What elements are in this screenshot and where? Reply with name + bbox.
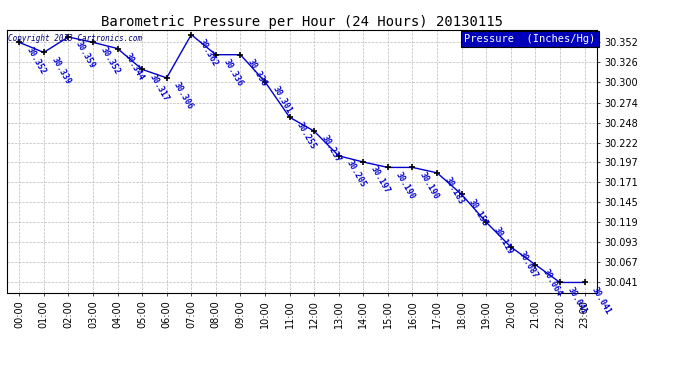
Text: 30.064: 30.064 [541,267,564,298]
Text: 30.155: 30.155 [467,197,490,228]
Text: 30.352: 30.352 [99,45,121,76]
Text: 30.041: 30.041 [566,285,589,316]
Text: 30.255: 30.255 [295,120,318,150]
Text: Copyright 2013 Cartronics.com: Copyright 2013 Cartronics.com [8,34,142,43]
Text: 30.336: 30.336 [221,57,244,88]
Text: 30.119: 30.119 [492,225,515,255]
Text: 30.306: 30.306 [172,81,195,111]
Text: 30.301: 30.301 [270,84,293,115]
Text: 30.190: 30.190 [393,170,416,201]
Text: 30.205: 30.205 [344,159,367,189]
Text: 30.344: 30.344 [123,51,146,82]
Text: 30.339: 30.339 [49,55,72,86]
Text: 30.041: 30.041 [590,285,613,316]
Text: Pressure  (Inches/Hg): Pressure (Inches/Hg) [464,34,595,44]
Text: 30.190: 30.190 [418,170,441,201]
Text: 30.317: 30.317 [148,72,170,103]
Text: 30.237: 30.237 [319,134,342,164]
Title: Barometric Pressure per Hour (24 Hours) 20130115: Barometric Pressure per Hour (24 Hours) … [101,15,503,29]
Text: 30.183: 30.183 [442,176,466,206]
Text: 30.352: 30.352 [25,45,48,76]
Text: 30.087: 30.087 [516,250,539,280]
Text: 30.336: 30.336 [246,57,269,88]
Text: 30.362: 30.362 [197,38,219,68]
Text: 30.359: 30.359 [74,40,97,70]
Text: 30.197: 30.197 [369,165,392,195]
